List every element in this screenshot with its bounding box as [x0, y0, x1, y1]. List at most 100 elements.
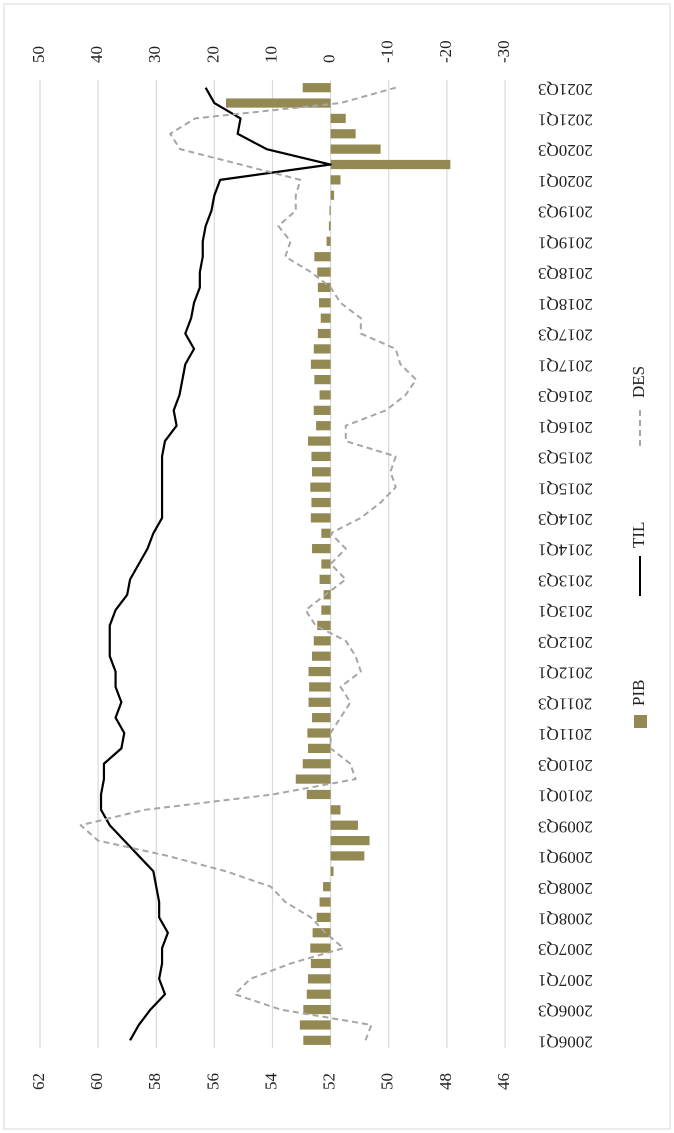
y-tick-label: 52 [320, 1073, 339, 1090]
y2-tick-label: 0 [320, 55, 339, 64]
bar [323, 882, 331, 892]
bar [311, 497, 331, 508]
dashed-line [79, 86, 418, 1041]
bar [330, 820, 358, 830]
legend-label: PIB [629, 680, 648, 706]
bar [312, 713, 331, 723]
bar [312, 544, 331, 554]
y2-tick-label: -10 [378, 40, 397, 63]
bar [310, 943, 331, 953]
x-tick-label: 2018Q1 [538, 295, 593, 314]
bar [313, 344, 331, 354]
x-tick-label: 2020Q3 [538, 141, 593, 160]
bar [310, 359, 331, 369]
y2-tick-label: -20 [436, 40, 455, 63]
y2-tick-label: -30 [494, 40, 513, 63]
x-tick-label: 2019Q3 [538, 203, 593, 222]
x-tick-label: 2010Q1 [538, 787, 593, 806]
bar [314, 375, 331, 385]
x-tick-label: 2010Q3 [538, 756, 593, 775]
x-tick-label: 2013Q1 [538, 602, 593, 621]
rotated-chart: 46 48 50 52 54 56 58 60 62 -30 -20 -10 0 10 20 30 40 50 20… [3, 3, 671, 1130]
bar [330, 159, 451, 170]
x-tick-label: 2014Q3 [538, 510, 593, 529]
bar [326, 236, 331, 246]
bar [330, 866, 334, 876]
bar [330, 190, 335, 200]
y2-tick-label: 20 [203, 46, 222, 63]
y2-tick-label: 30 [145, 46, 164, 63]
bar [323, 590, 331, 600]
bar [309, 682, 331, 692]
x-tick-label: 2015Q3 [538, 449, 593, 468]
bar [330, 851, 365, 861]
bar [295, 774, 331, 784]
bar [320, 313, 331, 323]
bar [307, 728, 331, 738]
bar [329, 205, 331, 216]
x-tick-label: 2007Q3 [538, 940, 593, 959]
bar [312, 928, 331, 938]
bar [313, 405, 331, 415]
y-tick-label: 58 [145, 1073, 164, 1090]
x-tick-label: 2021Q1 [538, 111, 593, 130]
bar [306, 789, 331, 800]
bar [330, 175, 341, 185]
x-tick-label: 2009Q3 [538, 817, 593, 836]
bar [310, 482, 331, 492]
bar [308, 666, 331, 677]
y2-tick-label: 50 [29, 46, 48, 63]
bar [319, 298, 331, 308]
x-tick-label: 2008Q3 [538, 879, 593, 898]
bar [303, 1004, 331, 1015]
chart-frame [3, 3, 671, 1130]
x-tick-label: 2017Q3 [538, 326, 593, 345]
bar [310, 513, 331, 523]
x-tick-label: 2011Q3 [538, 694, 592, 713]
bar [303, 1035, 331, 1045]
line [99, 87, 332, 1041]
y-tick-label: 56 [203, 1073, 222, 1090]
x-tick-label: 2006Q3 [538, 1002, 593, 1021]
bar [299, 1020, 331, 1030]
x-tick-label: 2016Q1 [538, 418, 593, 437]
x-tick-label: 2009Q1 [538, 848, 593, 867]
bar [317, 267, 331, 277]
x-tick-label: 2015Q1 [538, 479, 593, 498]
bar [330, 129, 356, 139]
bar [319, 574, 331, 584]
bar [317, 328, 331, 339]
x-tick-label: 2017Q1 [538, 356, 593, 375]
bar [328, 221, 331, 231]
x-tick-label: 2011Q1 [538, 725, 592, 744]
bar [330, 835, 370, 846]
legend-label: TIL [629, 522, 648, 548]
bar [308, 697, 331, 707]
y-tick-label: 54 [261, 1073, 280, 1091]
x-tick-label: 2016Q3 [538, 387, 593, 406]
bar [313, 636, 331, 646]
bar [226, 98, 331, 108]
x-tick-label: 2021Q3 [538, 80, 593, 99]
bar [321, 528, 331, 538]
bar [319, 390, 331, 400]
y-tick-label: 48 [436, 1073, 455, 1090]
bar [330, 144, 381, 154]
bar [307, 743, 331, 753]
y-tick-label: 62 [29, 1073, 48, 1090]
bar [314, 252, 331, 262]
bar [302, 83, 331, 93]
y2-tick-label: 40 [87, 46, 106, 63]
bar [311, 451, 331, 462]
x-tick-label: 2012Q1 [538, 664, 593, 683]
bar [319, 897, 331, 907]
bar [306, 989, 331, 999]
y-tick-label: 50 [378, 1073, 397, 1090]
bar [307, 436, 331, 446]
x-tick-label: 2014Q1 [538, 541, 593, 560]
bar [312, 651, 331, 661]
x-tick-label: 2006Q1 [538, 1032, 593, 1051]
bar [307, 974, 331, 984]
x-tick-label: 2018Q3 [538, 264, 593, 283]
y-tick-label: 60 [87, 1073, 106, 1090]
